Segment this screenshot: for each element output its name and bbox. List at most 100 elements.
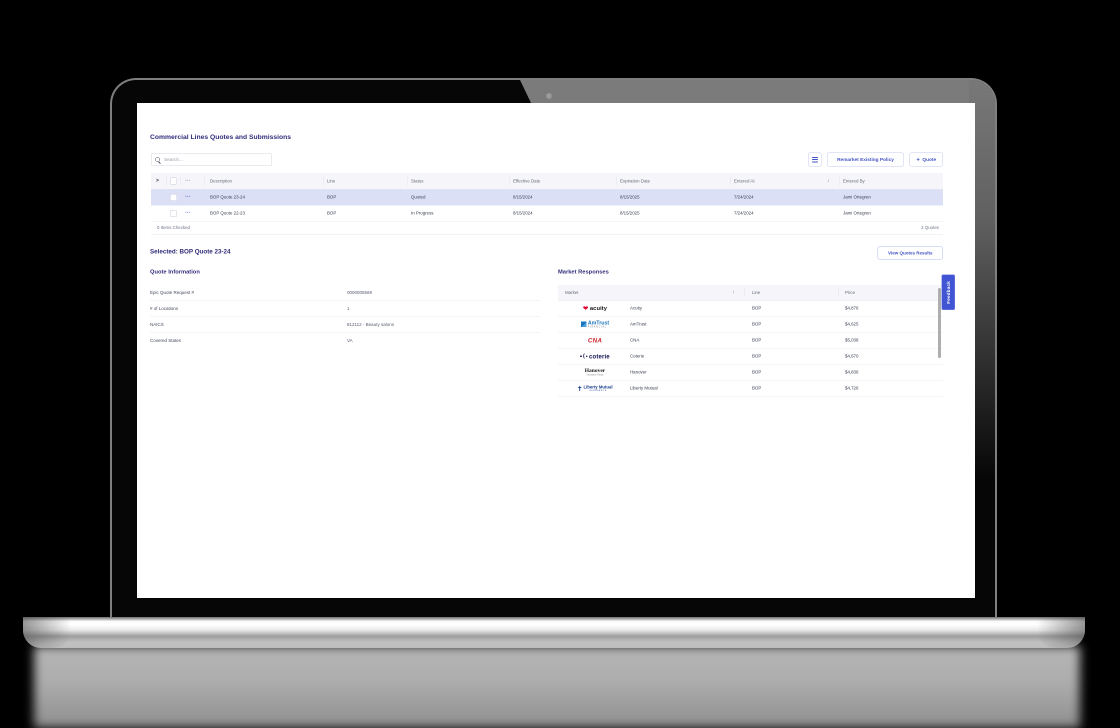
column-divider xyxy=(180,176,181,186)
row-checkbox[interactable] xyxy=(170,210,177,217)
column-divider xyxy=(407,176,408,186)
quotes-count: 2 Quotes xyxy=(921,225,939,230)
column-divider xyxy=(166,176,167,186)
acuity-logo: ❤ acuity xyxy=(582,304,608,312)
market-table-scrollbar-thumb[interactable] xyxy=(938,288,941,358)
feedback-tab[interactable]: Feedback xyxy=(941,274,955,310)
market-row-coterie[interactable]: ( coterie Coterie BOP $4,670 xyxy=(558,349,943,365)
cell-description: BOP Quote 23-24 xyxy=(210,194,245,200)
field-label: NAICS xyxy=(150,322,164,327)
column-header-effective-date[interactable]: Effective Date xyxy=(513,178,541,184)
search-input[interactable] xyxy=(163,156,265,163)
arrow-down-icon: ↓ xyxy=(827,178,830,184)
heart-icon: ❤ xyxy=(582,304,589,312)
select-all-checkbox[interactable] xyxy=(170,177,177,185)
items-checked-count: 0 Items Checked xyxy=(157,225,191,230)
cell-entered-at: 7/24/2024 xyxy=(734,194,754,200)
row-menu-ellipsis-icon[interactable]: ⋯ xyxy=(185,194,191,200)
field-label: # of Locations xyxy=(150,306,179,311)
column-divider xyxy=(509,176,510,186)
quotes-table-footer: 0 Items Checked 2 Quotes xyxy=(151,222,943,235)
remarket-existing-policy-button[interactable]: Remarket Existing Policy xyxy=(827,152,904,167)
cell-status: In Progress xyxy=(411,210,434,216)
column-header-market[interactable]: Market xyxy=(565,290,579,295)
laptop-shadow xyxy=(34,646,1080,728)
chevron-right-icon[interactable]: > xyxy=(156,178,159,184)
coterie-dot-icon xyxy=(585,355,588,358)
quote-info-row: NAICS 812112 - Beauty salons xyxy=(150,317,540,333)
quotes-table: > ⋯ Description Line Status Effective Da… xyxy=(151,173,943,235)
cell-expiration-date: 8/15/2025 xyxy=(620,194,640,200)
column-header-expiration-date[interactable]: Expiration Date xyxy=(620,178,651,184)
column-divider xyxy=(838,288,839,297)
cell-expiration-date: 8/15/2025 xyxy=(620,210,640,216)
quote-info-row: Epic Quote Request # 0000005569 xyxy=(150,285,540,301)
market-row-cna[interactable]: CNA CNA BOP $5,038 xyxy=(558,333,943,349)
quote-row-selected[interactable]: ⋯ BOP Quote 23-24 BOP Quoted 8/15/2024 8… xyxy=(151,189,943,206)
field-value: 0000005569 xyxy=(347,290,373,295)
hanover-logo: Hanover Insurance Group xyxy=(584,367,606,377)
field-label: Covered States xyxy=(150,338,182,343)
search-input-container[interactable] xyxy=(151,153,272,166)
webcam-icon xyxy=(545,92,553,100)
quote-information-list: Epic Quote Request # 0000005569 # of Loc… xyxy=(150,285,540,349)
liberty-mutual-logo: Liberty Mutual INSURANCE xyxy=(562,381,628,397)
cell-line: BOP xyxy=(327,194,337,200)
column-divider xyxy=(744,288,745,297)
market-responses-heading: Market Responses xyxy=(558,269,609,275)
column-divider xyxy=(839,176,840,186)
row-checkbox[interactable] xyxy=(170,194,177,201)
bezel-reflection-top xyxy=(520,80,995,105)
field-value: VA xyxy=(347,338,353,343)
ellipsis-icon[interactable]: ⋯ xyxy=(185,178,191,184)
quote-information-heading: Quote Information xyxy=(150,269,200,275)
quote-info-row: # of Locations 1 xyxy=(150,301,540,317)
plus-icon: + xyxy=(916,156,920,163)
cell-description: BOP Quote 22-23 xyxy=(210,210,245,216)
quote-row[interactable]: ⋯ BOP Quote 22-23 BOP In Progress 8/15/2… xyxy=(151,206,943,222)
field-value: 1 xyxy=(347,306,350,311)
app-viewport: Commercial Lines Quotes and Submissions … xyxy=(137,103,975,598)
table-menu-button[interactable] xyxy=(808,152,822,167)
field-value: 812112 - Beauty salons xyxy=(347,322,394,327)
quote-info-row: Covered States VA xyxy=(150,333,540,349)
field-label: Epic Quote Request # xyxy=(150,290,195,295)
market-row-amtrust[interactable]: AmTrust FINANCIAL AmTrust BOP $4,625 xyxy=(558,317,943,333)
cell-entered-by: Jami Ortegren xyxy=(843,194,871,200)
column-header-price[interactable]: Price xyxy=(845,290,856,295)
column-header-description[interactable]: Description xyxy=(210,178,233,184)
amtrust-logo: AmTrust FINANCIAL xyxy=(562,317,628,333)
column-header-entered-at[interactable]: Entered At xyxy=(734,178,755,184)
column-header-entered-by[interactable]: Entered By xyxy=(843,178,865,184)
column-divider xyxy=(204,176,205,186)
row-menu-ellipsis-icon[interactable]: ⋯ xyxy=(185,210,191,216)
market-row-hanover[interactable]: Hanover Insurance Group Hanover BOP $4,8… xyxy=(558,365,943,381)
market-table-header: Market ↑ Line Price xyxy=(558,285,943,301)
add-quote-button[interactable]: + Quote xyxy=(909,152,943,167)
coterie-paren-icon: ( xyxy=(582,353,585,359)
quotes-table-header: > ⋯ Description Line Status Effective Da… xyxy=(151,173,943,190)
cell-status: Quoted xyxy=(411,194,426,200)
hamburger-menu-icon xyxy=(811,156,818,163)
arrow-up-icon: ↑ xyxy=(732,289,735,296)
cna-logo: CNA xyxy=(587,336,603,344)
torch-icon xyxy=(577,385,582,391)
amtrust-mark-icon xyxy=(580,321,587,327)
column-header-status[interactable]: Status xyxy=(411,178,424,184)
column-divider xyxy=(616,176,617,186)
page-title: Commercial Lines Quotes and Submissions xyxy=(150,133,292,141)
column-header-line[interactable]: Line xyxy=(752,290,761,295)
search-icon xyxy=(155,157,160,162)
view-quotes-results-button[interactable]: View Quotes Results xyxy=(877,246,943,260)
market-row-liberty-mutual[interactable]: Liberty Mutual INSURANCE Liberty Mutual … xyxy=(558,381,943,397)
cell-effective-date: 8/15/2024 xyxy=(513,194,533,200)
laptop-screen: Commercial Lines Quotes and Submissions … xyxy=(137,103,975,598)
cell-entered-at: 7/24/2024 xyxy=(734,210,754,216)
market-row-acuity[interactable]: ❤ acuity Acuity BOP $4,876 xyxy=(558,301,943,317)
column-divider xyxy=(323,176,324,186)
column-header-line[interactable]: Line xyxy=(327,178,336,184)
cell-entered-by: Jami Ortegren xyxy=(843,210,871,216)
nationwide-logo xyxy=(562,397,628,401)
market-row-clipped[interactable]: Nationwide BOP $4,998 xyxy=(558,397,943,401)
laptop-base xyxy=(23,617,1085,648)
